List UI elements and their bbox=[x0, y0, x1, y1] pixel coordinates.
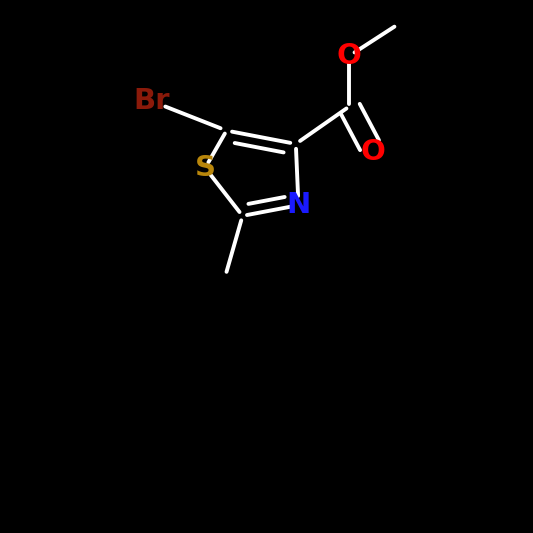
Text: N: N bbox=[286, 191, 311, 219]
Text: Br: Br bbox=[134, 87, 170, 115]
Text: S: S bbox=[195, 154, 216, 182]
Text: O: O bbox=[361, 138, 385, 166]
Text: O: O bbox=[337, 42, 361, 70]
